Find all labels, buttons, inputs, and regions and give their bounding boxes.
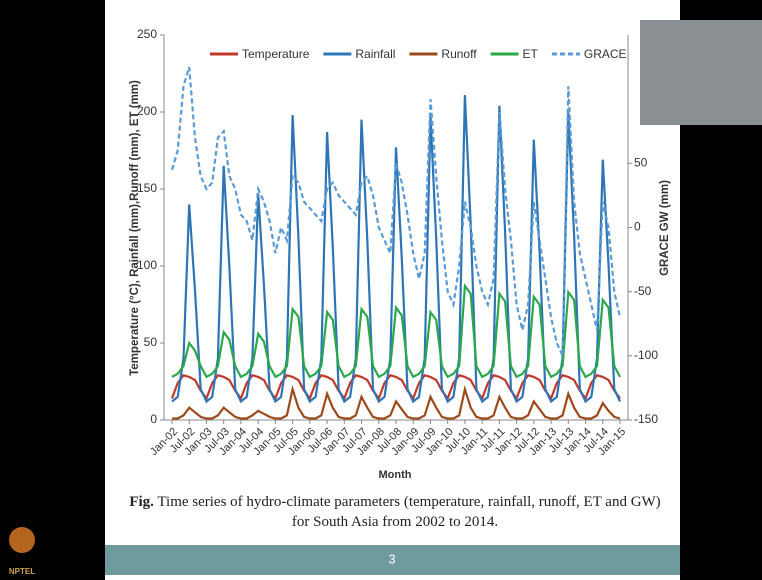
legend-label: GRACE: [584, 47, 627, 61]
caption-text: Time series of hydro-climate parameters …: [157, 494, 661, 530]
legend-label: Rainfall: [355, 47, 395, 61]
legend-label: Runoff: [441, 47, 477, 61]
footer-band: [105, 545, 680, 575]
y2-tick-label: -100: [634, 348, 658, 362]
x-axis-label: Month: [379, 469, 412, 481]
legend-label: Temperature: [242, 47, 310, 61]
y2-tick-label: 50: [634, 156, 648, 170]
y-tick-label: 250: [137, 27, 157, 41]
y-axis-label: Temperature (°C), Rainfall (mm),Runoff (…: [129, 80, 141, 376]
y-tick-label: 100: [137, 258, 157, 272]
logo-text: NPTEL: [9, 567, 35, 576]
y2-axis-label: GRACE GW (mm): [659, 180, 671, 276]
series-line: [170, 66, 622, 357]
y2-tick-label: 0: [634, 220, 641, 234]
y-tick-label: 200: [137, 104, 157, 118]
series-line: [171, 282, 621, 379]
webcam: [640, 20, 762, 125]
series-line: [171, 95, 621, 404]
y-tick-label: 150: [137, 181, 157, 195]
caption: Fig. Time series of hydro-climate parame…: [125, 492, 665, 532]
y2-tick-label: -150: [634, 412, 658, 426]
logo-mark: [9, 527, 35, 553]
caption-label: Fig.: [129, 494, 154, 510]
y2-tick-label: -50: [634, 284, 652, 298]
legend-label: ET: [523, 47, 539, 61]
y-tick-label: 50: [144, 335, 158, 349]
series-line: [172, 384, 621, 420]
y-tick-label: 0: [150, 412, 157, 426]
page-number: 3: [388, 551, 395, 566]
